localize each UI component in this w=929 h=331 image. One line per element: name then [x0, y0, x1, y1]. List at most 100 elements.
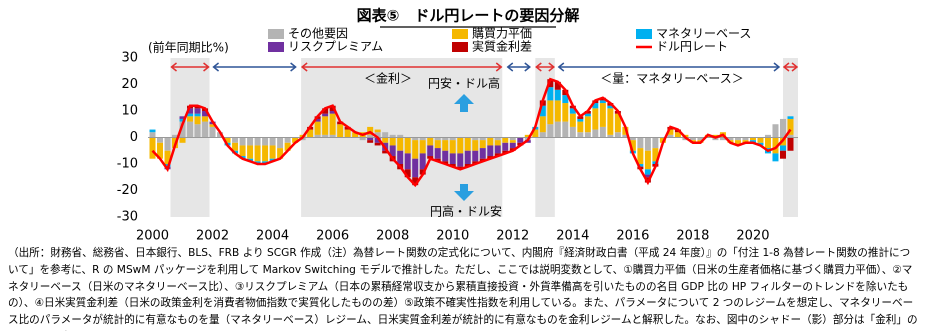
bar-segment	[412, 177, 419, 186]
bar-segment	[322, 116, 329, 135]
bar-segment	[382, 150, 389, 154]
bar-segment	[442, 150, 449, 162]
bar-segment	[637, 164, 644, 167]
bar-segment	[607, 134, 614, 138]
bar-segment	[179, 116, 186, 119]
bar-segment	[329, 134, 336, 138]
bar-segment	[277, 148, 284, 159]
bar-segment	[637, 148, 644, 164]
chart: 図表⑤ ドル円レートの要因分解 (前年同期比%) -30 -20 -10 0 10 20 3…	[117, 7, 799, 244]
chart-title: 図表⑤ ドル円レートの要因分解	[357, 7, 580, 25]
bar-segment	[592, 129, 599, 138]
bar-segment	[472, 137, 479, 141]
regime-arrowhead	[300, 62, 308, 72]
bar-segment	[547, 124, 554, 138]
bar-segment	[502, 142, 509, 151]
bar-segment	[772, 137, 779, 154]
bar-segment	[337, 124, 344, 138]
bar-segment	[149, 129, 156, 133]
bar-segment	[629, 140, 636, 151]
bar-segment	[239, 137, 246, 146]
regime-arrowhead	[535, 62, 542, 72]
x-tick-label: 2010	[436, 229, 469, 244]
bar-segment	[449, 153, 456, 164]
bar-segment	[742, 137, 749, 141]
bar-segment	[179, 118, 186, 122]
bar-segment	[787, 134, 794, 138]
legend-swatch	[452, 42, 468, 52]
bar-segment	[419, 140, 426, 154]
y-tick-label: -20	[117, 183, 138, 198]
bar-segment	[494, 137, 501, 141]
regime-arrowhead	[782, 62, 790, 72]
bar-segment	[517, 137, 524, 143]
regime-arrowhead	[495, 62, 503, 72]
legend-label: ドル円レート	[656, 40, 728, 54]
bar-segment	[254, 145, 261, 162]
legend-swatch	[268, 29, 284, 39]
bar-segment	[322, 108, 329, 114]
legend-swatch	[452, 29, 468, 39]
y-tick-label: 20	[121, 77, 138, 92]
bar-segment	[367, 140, 374, 143]
bar-segment	[569, 113, 576, 127]
bar-segment	[554, 81, 561, 90]
bar-segment	[787, 118, 794, 135]
bar-segment	[449, 140, 456, 154]
bar-segment	[524, 134, 531, 138]
bar-segment	[442, 137, 449, 141]
y-tick-label: -30	[117, 210, 138, 225]
bar-segment	[427, 145, 434, 157]
bar-segment	[652, 148, 659, 162]
bar-segment	[164, 137, 171, 151]
bar-segment	[479, 148, 486, 159]
bar-segment	[599, 100, 606, 104]
bar-segment	[172, 134, 179, 138]
bar-segment	[772, 153, 779, 162]
bar-segment	[779, 118, 786, 138]
bar-segment	[367, 134, 374, 138]
bar-segment	[764, 137, 771, 149]
bar-segment	[412, 158, 419, 178]
bar-segment	[577, 118, 584, 122]
bar-segment	[607, 108, 614, 135]
legend-label: リスクプレミアム	[288, 40, 383, 54]
bar-segment	[779, 150, 786, 159]
bar-segment	[329, 111, 336, 114]
bar-segment	[509, 142, 516, 149]
bar-segment	[209, 124, 216, 127]
bar-segment	[532, 129, 539, 138]
bar-segment	[562, 121, 569, 138]
regime-arrowhead	[203, 62, 210, 72]
bar-segment	[749, 140, 756, 143]
bar-segment	[509, 137, 516, 141]
bar-segment	[779, 145, 786, 151]
y-tick-label: 10	[121, 104, 138, 119]
x-tick-label: 2002	[196, 229, 229, 244]
bar-segment	[322, 134, 329, 138]
bar-segment	[592, 103, 599, 109]
annotation: ＜量：マネタリーベース＞	[600, 72, 743, 86]
bar-segment	[637, 137, 644, 149]
annotation: 円安・ドル高	[428, 76, 500, 91]
bar-segment	[584, 132, 591, 138]
x-tick-label: 2004	[256, 229, 289, 244]
bar-segment	[239, 145, 246, 157]
bar-segment	[734, 140, 741, 146]
bar-segment	[187, 121, 194, 138]
bar-segment	[389, 134, 396, 138]
bar-segment	[292, 137, 299, 143]
regime-arrowhead	[170, 62, 177, 72]
bar-segment	[314, 121, 321, 135]
bar-segment	[577, 132, 584, 138]
bar-segment	[419, 137, 426, 141]
annotation: ＜金利＞	[364, 71, 412, 86]
bar-segment	[389, 145, 396, 157]
bar-segment	[374, 129, 381, 133]
bar-segment	[359, 137, 366, 141]
bar-segment	[584, 116, 591, 133]
bar-segment	[434, 148, 441, 159]
regime-arrowhead	[791, 62, 799, 72]
bar-segment	[149, 137, 156, 159]
bar-segment	[629, 137, 636, 141]
